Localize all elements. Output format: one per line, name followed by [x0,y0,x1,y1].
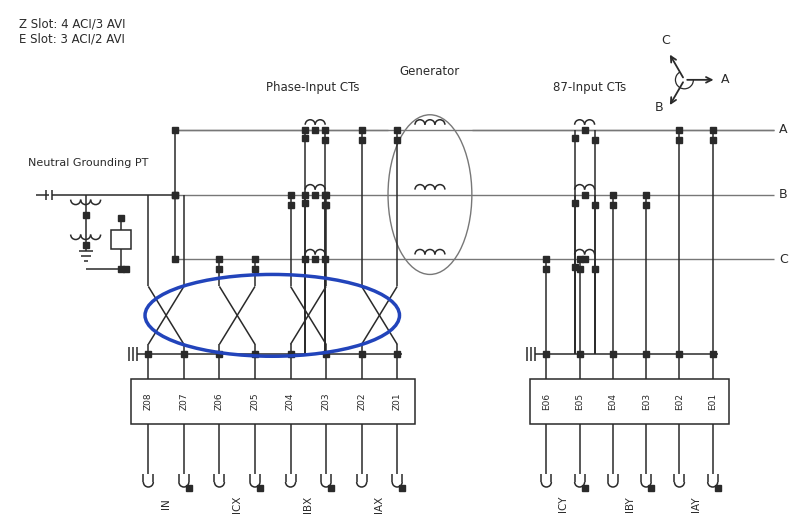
Text: Z01: Z01 [393,393,402,410]
Bar [530,379,730,424]
Text: A: A [722,73,730,87]
Text: E01: E01 [708,393,717,410]
Text: Z06: Z06 [215,393,224,410]
Text: Z02: Z02 [357,393,366,410]
Text: Generator: Generator [400,65,460,78]
Text: E06: E06 [542,393,551,410]
Text: ICX: ICX [232,495,242,513]
Text: C: C [779,253,788,266]
Text: Z05: Z05 [250,393,259,410]
Text: B: B [655,101,663,114]
Text: Z Slot: 4 ACI/3 AVI
E Slot: 3 ACI/2 AVI: Z Slot: 4 ACI/3 AVI E Slot: 3 ACI/2 AVI [18,18,126,46]
Text: E02: E02 [675,393,684,410]
Text: Z07: Z07 [179,393,188,410]
Text: E03: E03 [642,393,650,410]
Text: E05: E05 [575,393,584,410]
Bar [110,230,130,249]
Text: Z03: Z03 [322,393,330,410]
Text: 87-Input CTs: 87-Input CTs [553,81,626,94]
Text: E04: E04 [608,393,618,410]
Text: ICY: ICY [558,496,568,512]
Text: IAX: IAX [374,495,385,512]
Bar [130,379,415,424]
Text: B: B [779,188,788,201]
Text: Neutral Grounding PT: Neutral Grounding PT [29,158,149,168]
Text: IAY: IAY [691,496,701,512]
Text: Phase-Input CTs: Phase-Input CTs [266,81,360,94]
Text: IN: IN [161,499,171,509]
Text: A: A [779,123,788,136]
Text: Z08: Z08 [144,393,153,410]
Text: C: C [661,34,670,47]
Text: IBY: IBY [625,496,634,512]
Text: IBX: IBX [303,495,314,512]
Text: Z04: Z04 [286,393,295,410]
